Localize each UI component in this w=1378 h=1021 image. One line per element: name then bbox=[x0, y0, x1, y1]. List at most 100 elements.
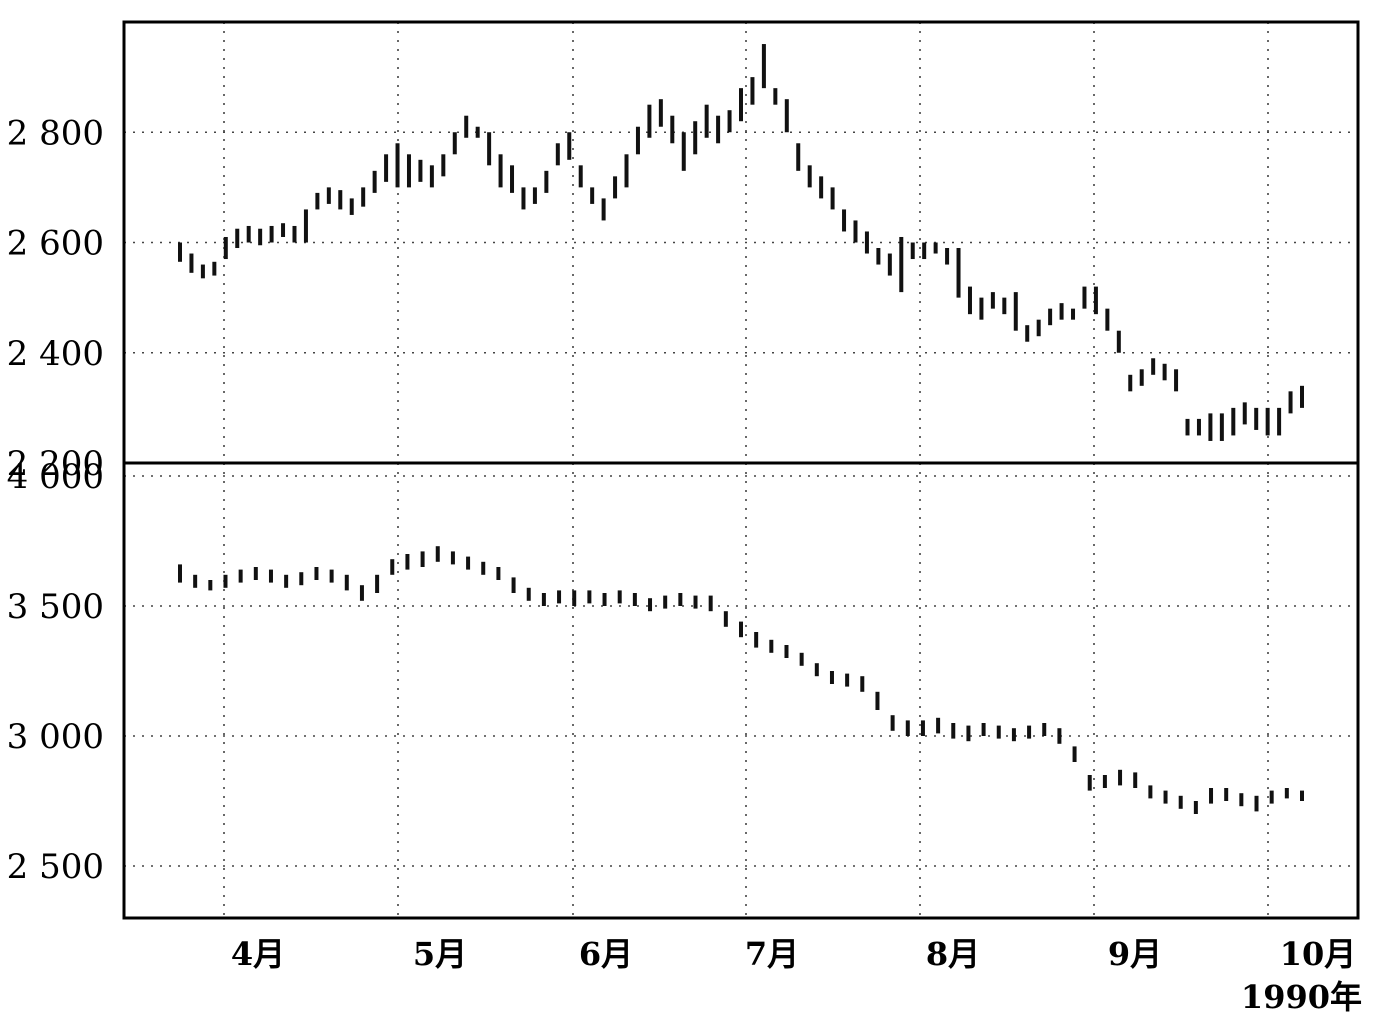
price-bar bbox=[235, 228, 240, 249]
price-bar bbox=[1185, 418, 1190, 436]
price-bar bbox=[1254, 795, 1259, 812]
price-bar bbox=[990, 292, 995, 309]
price-bar bbox=[635, 126, 640, 155]
price-bar bbox=[723, 611, 728, 627]
price-bar bbox=[890, 715, 895, 731]
price-bar bbox=[750, 77, 755, 105]
price-bar bbox=[1193, 801, 1198, 814]
price-bar bbox=[299, 572, 304, 586]
price-bar bbox=[1288, 391, 1293, 414]
price-bar bbox=[1011, 728, 1016, 742]
price-bar bbox=[372, 170, 377, 193]
price-bar bbox=[727, 110, 732, 133]
price-bar bbox=[1148, 785, 1153, 799]
price-bar bbox=[555, 143, 560, 166]
price-bar bbox=[1242, 402, 1247, 425]
x-tick-label: 8月 bbox=[926, 935, 980, 973]
price-bar bbox=[670, 115, 675, 144]
price-bar bbox=[329, 569, 334, 583]
price-bar bbox=[799, 652, 804, 666]
price-bar bbox=[1082, 286, 1087, 309]
y-tick-label: 2 200 bbox=[7, 444, 104, 484]
price-bar bbox=[1027, 725, 1032, 739]
price-bar bbox=[441, 154, 446, 177]
price-bar bbox=[390, 559, 395, 575]
price-bar bbox=[496, 567, 501, 580]
price-bar bbox=[1151, 358, 1156, 375]
price-bar bbox=[945, 248, 950, 265]
price-bar bbox=[193, 574, 198, 588]
price-bar bbox=[541, 593, 546, 606]
price-bar bbox=[807, 165, 812, 188]
price-bar bbox=[587, 590, 592, 604]
x-tick-label: 7月 bbox=[745, 935, 799, 973]
price-bar bbox=[814, 663, 819, 677]
price-bar bbox=[572, 590, 577, 606]
price-bar bbox=[979, 297, 984, 320]
price-bar bbox=[1196, 418, 1201, 436]
price-bar bbox=[375, 574, 380, 593]
price-bar bbox=[773, 88, 778, 105]
price-bar bbox=[681, 132, 686, 171]
price-bar bbox=[613, 176, 618, 199]
price-bar bbox=[578, 165, 583, 188]
price-bar bbox=[829, 671, 834, 684]
price-bar bbox=[1139, 369, 1144, 386]
y-tick-labels: 2 200 2 400 2 600 2 800 2 500 3 000 3 500 4 000 bbox=[7, 113, 104, 887]
price-bar bbox=[936, 717, 941, 734]
price-bar bbox=[1178, 795, 1183, 809]
y-tick-label: 2 400 bbox=[7, 334, 104, 374]
price-bar bbox=[314, 567, 319, 580]
price-bar bbox=[658, 99, 663, 127]
price-bar bbox=[544, 170, 549, 193]
price-bar bbox=[784, 99, 789, 133]
price-bar bbox=[284, 574, 289, 588]
price-bar bbox=[1254, 407, 1259, 430]
price-bar bbox=[326, 187, 331, 204]
price-bar bbox=[223, 574, 228, 588]
price-bar bbox=[510, 165, 515, 193]
price-bar bbox=[1036, 319, 1041, 337]
price-bar bbox=[1208, 413, 1213, 441]
price-bar bbox=[1042, 723, 1047, 736]
price-bar bbox=[951, 723, 956, 739]
price-bar bbox=[967, 286, 972, 315]
price-bar bbox=[704, 104, 709, 138]
frame-layer bbox=[122, 20, 1360, 920]
price-bar bbox=[853, 220, 858, 243]
price-bar bbox=[511, 577, 516, 593]
price-bar bbox=[253, 567, 258, 580]
price-bar bbox=[708, 595, 713, 612]
price-bar bbox=[189, 253, 194, 273]
price-bar bbox=[557, 590, 562, 604]
price-bar bbox=[933, 242, 938, 254]
price-bar bbox=[452, 132, 457, 155]
price-bar bbox=[1277, 407, 1282, 436]
year-label: 1990年 bbox=[1241, 978, 1362, 1016]
price-bar bbox=[887, 253, 892, 276]
price-bar bbox=[269, 225, 274, 243]
price-bar bbox=[349, 198, 354, 215]
price-bar bbox=[200, 264, 205, 279]
price-bar bbox=[1300, 385, 1304, 408]
price-bar bbox=[268, 569, 273, 583]
price-bar bbox=[1059, 303, 1064, 320]
price-bar bbox=[601, 198, 606, 221]
grid-layer bbox=[124, 22, 1358, 918]
price-bar bbox=[769, 639, 774, 653]
price-bar bbox=[956, 248, 961, 298]
price-bar bbox=[223, 236, 228, 260]
price-bar bbox=[1071, 308, 1076, 320]
price-bar bbox=[498, 154, 503, 188]
x-tick-label: 6月 bbox=[579, 935, 633, 973]
price-bar bbox=[624, 154, 629, 188]
price-bar bbox=[996, 725, 1001, 739]
bars-layer bbox=[178, 44, 1304, 814]
price-bar bbox=[281, 223, 286, 237]
plot-frame bbox=[122, 20, 1360, 920]
price-bar bbox=[344, 574, 349, 591]
price-bar bbox=[178, 564, 182, 583]
x-tick-label: 10月 bbox=[1280, 935, 1357, 973]
y-tick-label: 2 500 bbox=[7, 847, 104, 887]
